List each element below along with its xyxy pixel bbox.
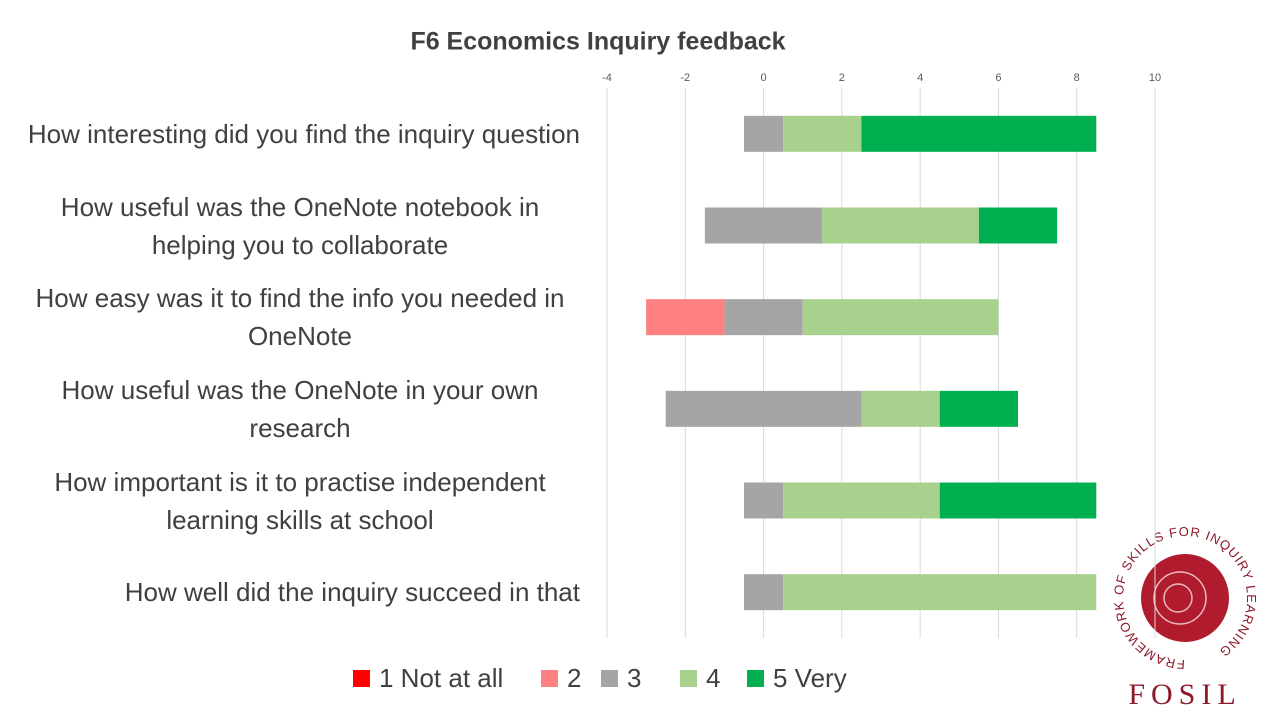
- bar-segment: [861, 390, 940, 427]
- bar-segment: [802, 299, 999, 336]
- bar-segment: [665, 390, 862, 427]
- bar-segment: [939, 390, 1018, 427]
- category-text: How useful was the OneNote in your own r…: [61, 374, 539, 443]
- x-tick-label: 6: [995, 72, 1001, 84]
- legend-label: 4: [706, 663, 720, 693]
- bar-segment: [724, 299, 803, 336]
- bar-segment: [822, 207, 979, 244]
- legend-swatch: [353, 670, 370, 687]
- category-text: How useful was the OneNote notebook in h…: [60, 191, 540, 260]
- x-tick-label: 2: [839, 72, 845, 84]
- logo-spiral: [1153, 571, 1207, 625]
- logo-name: FOSIL: [1128, 678, 1241, 711]
- category-text: How interesting did you find the inquiry…: [27, 118, 580, 149]
- legend-swatch: [601, 670, 618, 687]
- x-tick-label: 10: [1149, 72, 1161, 84]
- chart-title: F6 Economics Inquiry feedback: [410, 28, 785, 56]
- legend-label: 2: [567, 663, 581, 693]
- x-tick-label: 0: [761, 72, 767, 84]
- bar-segment: [939, 482, 1097, 519]
- x-tick-label: 8: [1074, 72, 1080, 84]
- bar-segment: [861, 115, 1097, 152]
- category-label: How important is it to practise independ…: [20, 461, 580, 541]
- logo: FRAMEWORK OF SKILLS FOR INQUIRY LEARNING…: [1111, 524, 1258, 711]
- category-text: How easy was it to find the info you nee…: [35, 283, 565, 352]
- bar-segment: [646, 299, 725, 336]
- bar-segment: [978, 207, 1058, 244]
- x-tick-label: -4: [602, 72, 612, 84]
- bar-segment: [744, 482, 784, 519]
- bar-segment: [783, 115, 862, 152]
- legend-swatch: [680, 670, 697, 687]
- category-label: How well did the inquiry succeed in that: [20, 552, 580, 632]
- legend-label: 5 Very: [773, 663, 847, 693]
- category-label: How interesting did you find the inquiry…: [20, 94, 580, 174]
- logo-head: [1141, 554, 1229, 642]
- category-text: How important is it to practise independ…: [54, 466, 546, 535]
- category-label: How useful was the OneNote in your own r…: [20, 369, 580, 449]
- bar-segment: [744, 115, 784, 152]
- category-text: How well did the inquiry succeed in that: [124, 577, 580, 608]
- x-tick-label: 4: [917, 72, 923, 84]
- category-label: How easy was it to find the info you nee…: [20, 277, 580, 357]
- logo-spiral: [1163, 583, 1193, 613]
- legend-label: 3: [627, 663, 641, 693]
- x-tick-label: -2: [680, 72, 690, 84]
- legend-swatch: [541, 670, 558, 687]
- bar-segment: [744, 574, 784, 611]
- bar-segment: [783, 482, 940, 519]
- bar-segment: [704, 207, 823, 244]
- bar-segment: [783, 574, 1097, 611]
- legend-label: 1 Not at all: [379, 663, 503, 693]
- category-label: How useful was the OneNote notebook in h…: [20, 186, 580, 266]
- legend-swatch: [747, 670, 764, 687]
